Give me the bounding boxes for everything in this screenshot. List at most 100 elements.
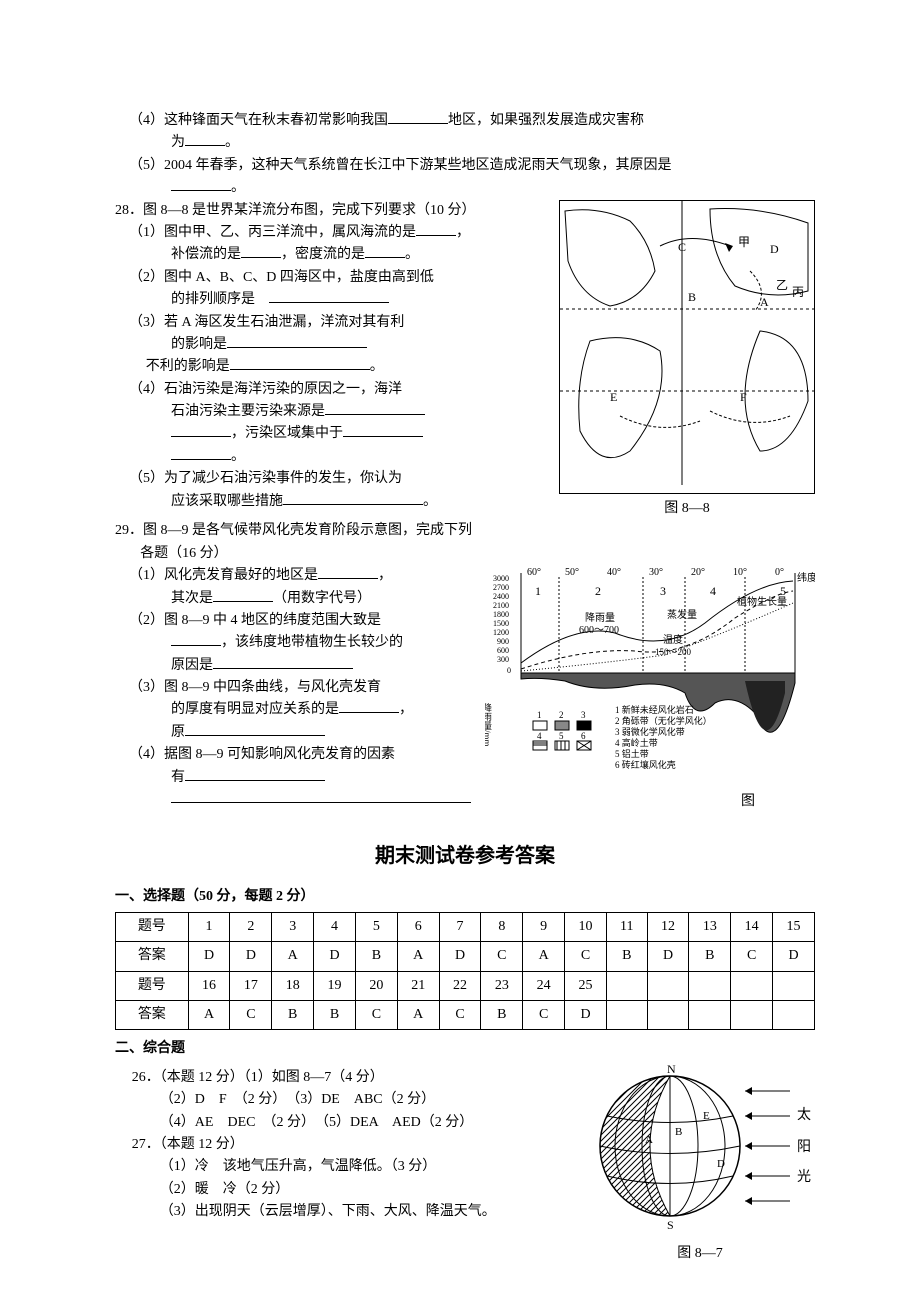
text: （用数字代号） <box>273 591 371 606</box>
table-row: 题号 16171819202122232425 <box>116 971 815 1000</box>
svg-text:降雨量: 降雨量 <box>585 611 615 624</box>
text: 不利的影响是 <box>146 359 230 374</box>
svg-text:60°: 60° <box>527 567 541 578</box>
blank <box>185 145 225 146</box>
blank <box>185 735 325 736</box>
figure-8-9: 60° 50° 40° 30° 20° 10° 0° 纬度 3000 2700 … <box>485 563 815 783</box>
blank <box>416 235 456 236</box>
table-row: 答案 DDADBADCACBDBCD <box>116 942 815 971</box>
svg-text:D: D <box>717 1158 725 1170</box>
blank <box>343 436 423 437</box>
blank <box>171 436 231 437</box>
blank <box>171 802 471 803</box>
svg-text:1: 1 <box>535 584 541 598</box>
section-1-head: 一、选择题（50 分，每题 2 分） <box>115 886 815 908</box>
text: 。 <box>370 359 384 374</box>
answer-27-line1: 27．（本题 12 分） <box>115 1134 585 1156</box>
svg-text:5: 5 <box>780 584 786 598</box>
svg-text:0: 0 <box>507 666 511 675</box>
text: 应该采取哪些措施 <box>171 494 283 509</box>
svg-text:乙: 乙 <box>776 278 788 292</box>
svg-text:300: 300 <box>497 655 509 664</box>
text: （1）图中甲、乙、丙三洋流中，属风海流的是 <box>129 225 416 240</box>
question-28: 28．图 8—8 是世界某洋流分布图，完成下列要求（10 分） （1）图中甲、乙… <box>115 200 815 521</box>
svg-text:50°: 50° <box>565 567 579 578</box>
svg-text:1800: 1800 <box>493 610 509 619</box>
answer-27-line4: （3）出现阴天（云层增厚）、下雨、大风、降温天气。 <box>115 1201 585 1223</box>
text: ， <box>399 702 413 717</box>
blank <box>365 257 405 258</box>
text: （5）为了减少石油污染事件的发生，你认为 <box>129 471 402 486</box>
answer-26-line3: （4）AE DEC （2 分） （5）DEA AED（2 分） <box>115 1112 585 1134</box>
svg-text:纬度: 纬度 <box>797 571 815 584</box>
text: 的排列顺序是 <box>171 292 255 307</box>
figure-8-9-caption: 图 <box>485 791 815 813</box>
col-head: 答案 <box>116 942 189 971</box>
text: 原因是 <box>171 658 213 673</box>
svg-text:1 新鲜未经风化岩石: 1 新鲜未经风化岩石 <box>615 704 694 715</box>
svg-text:900: 900 <box>497 637 509 646</box>
text: 原 <box>171 725 185 740</box>
svg-text:2 角砾带（无化学风化）: 2 角砾带（无化学风化） <box>615 715 712 726</box>
question-29-title: 29．图 8—9 是各气候带风化壳发育阶段示意图，完成下列 <box>115 520 815 542</box>
blank <box>171 645 221 646</box>
svg-text:3 弱微化学风化带: 3 弱微化学风化带 <box>615 726 685 737</box>
blank <box>230 369 370 370</box>
text: （2）图 8—9 中 4 地区的纬度范围大致是 <box>129 613 381 628</box>
text: 的厚度有明显对应关系的是 <box>171 702 339 717</box>
blank <box>241 257 281 258</box>
blank <box>325 414 425 415</box>
figure-8-8-caption: 图 8—8 <box>559 498 815 520</box>
svg-text:4 高岭土带: 4 高岭土带 <box>615 737 658 748</box>
blank <box>213 668 353 669</box>
svg-text:N: N <box>667 1062 676 1076</box>
question-29-title2: 各题（16 分） <box>115 543 471 565</box>
answers-table: 题号 123456789101112131415 答案 DDADBADCACBD… <box>115 912 815 1031</box>
question-27-part4: （4）这种锋面天气在秋末春初常影响我国地区，如果强烈发展造成灾害称 为。 （5）… <box>115 110 815 200</box>
blank <box>227 347 367 348</box>
blank <box>339 712 399 713</box>
blank <box>283 504 423 505</box>
text: （3）若 A 海区发生石油泄漏，洋流对其有利 <box>129 315 404 330</box>
svg-text:光: 光 <box>797 1169 811 1185</box>
svg-text:4: 4 <box>537 731 542 741</box>
figure-8-8: C 甲 D 丙 B A 乙 E F <box>559 200 815 494</box>
text: （3）图 8—9 中四条曲线，与风化壳发育 <box>129 680 381 695</box>
svg-text:甲: 甲 <box>738 235 750 249</box>
text: （4）石油污染是海洋污染的原因之一，海洋 <box>129 382 402 397</box>
svg-text:C: C <box>678 240 686 254</box>
text: （1）风化壳发育最好的地区是 <box>129 568 318 583</box>
text: 补偿流的是 <box>171 247 241 262</box>
text: （4）据图 8—9 可知影响风化壳发育的因素 <box>129 747 395 762</box>
svg-text:温度: 温度 <box>663 633 683 646</box>
svg-text:蒸发量: 蒸发量 <box>667 608 697 621</box>
svg-text:6: 6 <box>581 731 586 741</box>
text: 。 <box>231 449 245 464</box>
svg-text:600～700: 600～700 <box>579 625 619 636</box>
text: 有 <box>171 770 185 785</box>
text: 其次是 <box>171 591 213 606</box>
text: （2）图中 A、B、C、D 四海区中，盐度由高到低 <box>129 270 434 285</box>
answer-27-line2: （1）冷 该地气压升高，气温降低。（3 分） <box>115 1156 585 1178</box>
svg-text:1: 1 <box>537 710 542 720</box>
blank <box>388 123 448 124</box>
text: ， <box>378 568 392 583</box>
blank <box>185 780 325 781</box>
svg-text:太: 太 <box>797 1107 811 1123</box>
blank <box>171 459 231 460</box>
figure-8-7: N S A B E D 太 阳 光 <box>585 1061 815 1231</box>
svg-text:3: 3 <box>660 584 666 598</box>
svg-text:0°: 0° <box>775 567 784 578</box>
text: ，污染区域集中于 <box>231 426 343 441</box>
svg-text:40°: 40° <box>607 567 621 578</box>
svg-text:植物生长量: 植物生长量 <box>737 595 787 608</box>
svg-text:1200: 1200 <box>493 628 509 637</box>
section-2-head: 二、综合题 <box>115 1038 815 1060</box>
svg-text:1500: 1500 <box>493 619 509 628</box>
figure-8-7-caption: 图 8—7 <box>585 1243 815 1265</box>
svg-text:10°: 10° <box>733 567 747 578</box>
blank <box>213 601 273 602</box>
answer-27-line3: （2）暖 冷（2 分） <box>115 1179 585 1201</box>
svg-text:丙: 丙 <box>792 285 804 299</box>
svg-text:6 砖红壤风化壳: 6 砖红壤风化壳 <box>615 759 676 770</box>
